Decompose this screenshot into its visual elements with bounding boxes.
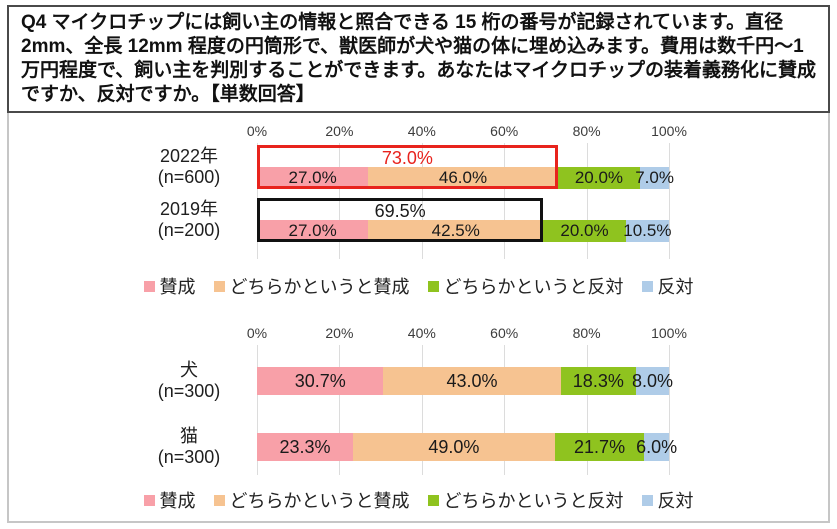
gridline-80% <box>586 345 588 475</box>
legend-item-oppose: 反対 <box>641 273 694 299</box>
stacked-bar: 23.3% 49.0% 21.7% 6.0% <box>257 433 677 461</box>
row-label: 犬 (n=300) <box>129 360 249 402</box>
bar-segment-somewhat-oppose: 21.7% <box>554 433 645 461</box>
legend-by-year: 賛成 どちらかというと賛成 どちらかというと反対 反対 <box>9 273 828 299</box>
legend-item-somewhat-oppose: どちらかというと反対 <box>427 487 624 513</box>
row-label-line: 犬 <box>180 360 198 380</box>
row-label-line: 2022年 <box>159 146 219 166</box>
legend-label-somewhat-oppose: どちらかというと反対 <box>443 277 624 297</box>
bar-segment-somewhat-oppose: 20.0% <box>543 220 626 242</box>
legend-label-oppose: 反対 <box>657 491 694 511</box>
bar-row-2022年: 2022年 (n=600) 27.0% 46.0% 20.0% 7.0% 73.0% <box>158 145 674 189</box>
gridline-100% <box>669 345 670 475</box>
gridline-20% <box>339 345 341 475</box>
legend-label-oppose: 反対 <box>657 277 694 297</box>
legend-item-agree: 賛成 <box>143 273 196 299</box>
total-annotation-box: 73.0% <box>257 145 558 189</box>
legend-marker-somewhat-agree-icon <box>213 280 225 292</box>
legend-marker-oppose-icon <box>641 280 653 292</box>
row-label: 2022年 (n=600) <box>129 146 249 188</box>
stacked-bar: 27.0% 42.5% 20.0% 10.5% <box>257 220 672 242</box>
bar-row-2019年: 2019年 (n=200) 27.0% 42.5% 20.0% 10.5% 69.5% <box>158 198 672 242</box>
bar-row-犬: 犬 (n=300) 30.7% 43.0% 18.3% 8.0% <box>158 360 673 401</box>
axis-tick-label: 60% <box>490 325 519 341</box>
legend-label-somewhat-agree: どちらかというと賛成 <box>229 277 410 297</box>
gridline-80% <box>586 143 588 259</box>
row-label-line: (n=300) <box>157 447 221 467</box>
row-label: 2019年 (n=200) <box>129 199 249 241</box>
axis-tick-label: 100% <box>651 325 687 341</box>
legend-label-somewhat-oppose: どちらかというと反対 <box>443 491 624 511</box>
axis-tick-label: 0% <box>246 325 268 341</box>
bar-segment-agree: 23.3% <box>257 433 353 461</box>
gridline-40% <box>421 345 423 475</box>
legend-marker-agree-icon <box>143 494 155 506</box>
legend-item-somewhat-agree: どちらかというと賛成 <box>213 487 410 513</box>
row-label-line: (n=200) <box>157 220 221 240</box>
axis-tick-label: 20% <box>325 123 354 139</box>
bar-segment-oppose: 6.0% <box>636 433 677 461</box>
gridline-60% <box>504 143 506 259</box>
legend-marker-somewhat-oppose-icon <box>427 494 439 506</box>
row-label-line: (n=600) <box>157 167 221 187</box>
row-label-line: 猫 <box>180 426 198 446</box>
bar-segment-somewhat-agree: 42.5% <box>368 220 544 242</box>
bar-segment-agree: 27.0% <box>257 167 369 189</box>
legend-marker-somewhat-oppose-icon <box>427 280 439 292</box>
chart-by-species: 0% 20% 40% 60% 80% 100% 犬 (n=300) 30.7% 43.0% 18.3… <box>9 325 828 475</box>
bar-segment-somewhat-agree: 46.0% <box>368 167 558 189</box>
legend-item-oppose: 反対 <box>641 487 694 513</box>
bar-segment-oppose: 8.0% <box>632 367 673 395</box>
gridline-40% <box>421 143 423 259</box>
stacked-bar: 27.0% 46.0% 20.0% 7.0% <box>257 167 674 189</box>
axis-tick-label: 20% <box>325 325 354 341</box>
legend-label-somewhat-agree: どちらかというと賛成 <box>229 491 410 511</box>
axis-tick-label: 0% <box>246 123 268 139</box>
legend-marker-agree-icon <box>143 280 155 292</box>
legend-item-somewhat-agree: どちらかというと賛成 <box>213 273 410 299</box>
bar-segment-somewhat-agree: 43.0% <box>383 367 561 395</box>
axis-tick-label: 80% <box>572 123 601 139</box>
legend-label-agree: 賛成 <box>159 491 196 511</box>
bar-segment-oppose: 10.5% <box>623 220 672 242</box>
axis-tick-label: 100% <box>651 123 687 139</box>
bar-segment-agree: 30.7% <box>257 367 384 395</box>
plot-area-by-species: 0% 20% 40% 60% 80% 100% 犬 (n=300) 30.7% 43.0% 18.3… <box>158 325 687 475</box>
bar-segment-agree: 27.0% <box>257 220 369 242</box>
total-annotation-label: 69.5% <box>374 201 426 221</box>
stacked-bar: 30.7% 43.0% 18.3% 8.0% <box>257 367 673 395</box>
plot-area-by-year: 0% 20% 40% 60% 80% 100% 2022年 (n=600) 27.0% 46.0%… <box>158 123 687 259</box>
axis-tick-label: 40% <box>407 325 436 341</box>
gridline-0% <box>257 345 258 475</box>
row-label: 猫 (n=300) <box>129 426 249 468</box>
bar-segment-somewhat-oppose: 20.0% <box>557 167 641 189</box>
total-annotation-box: 69.5% <box>257 198 544 242</box>
legend-marker-oppose-icon <box>641 494 653 506</box>
gridline-60% <box>504 345 506 475</box>
bar-segment-somewhat-oppose: 18.3% <box>560 367 637 395</box>
bar-segment-somewhat-agree: 49.0% <box>352 433 555 461</box>
gridline-20% <box>339 143 341 259</box>
legend-item-somewhat-oppose: どちらかというと反対 <box>427 273 624 299</box>
question-text: Q4 マイクロチップには飼い主の情報と照合できる 15 桁の番号が記録されていま… <box>21 12 816 105</box>
legend-marker-somewhat-agree-icon <box>213 494 225 506</box>
gridline-100% <box>669 143 670 259</box>
question-text-box: Q4 マイクロチップには飼い主の情報と照合できる 15 桁の番号が記録されていま… <box>7 5 830 113</box>
legend-by-species: 賛成 どちらかというと賛成 どちらかというと反対 反対 <box>9 487 828 513</box>
total-annotation-label: 73.0% <box>381 148 433 168</box>
axis-tick-label: 80% <box>572 325 601 341</box>
survey-result-panel: Q4 マイクロチップには飼い主の情報と照合できる 15 桁の番号が記録されていま… <box>7 5 830 523</box>
bar-row-猫: 猫 (n=300) 23.3% 49.0% 21.7% 6.0% <box>158 426 677 467</box>
bar-segment-oppose: 7.0% <box>635 167 674 189</box>
row-label-line: (n=300) <box>157 381 221 401</box>
legend-item-agree: 賛成 <box>143 487 196 513</box>
axis-tick-label: 60% <box>490 123 519 139</box>
row-label-line: 2019年 <box>159 199 219 219</box>
chart-by-year: 0% 20% 40% 60% 80% 100% 2022年 (n=600) 27.0% 46.0%… <box>9 123 828 259</box>
axis-tick-label: 40% <box>407 123 436 139</box>
legend-label-agree: 賛成 <box>159 277 196 297</box>
